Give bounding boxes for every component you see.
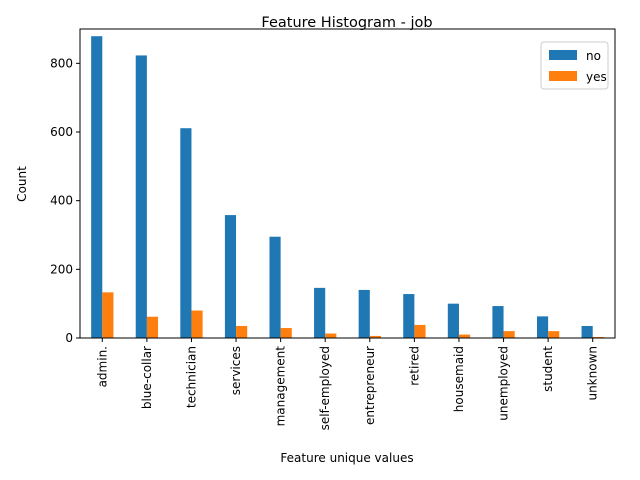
bar-yes-5	[325, 333, 337, 338]
x-tick-label-7: retired	[407, 346, 421, 386]
legend-swatch-no	[549, 50, 577, 60]
bar-yes-3	[236, 325, 248, 338]
plot-area: admin. blue-collar technician services manag…	[50, 36, 604, 430]
bar-yes-7	[414, 324, 426, 338]
bar-no-7	[403, 294, 415, 338]
x-tick-label-11: unknown	[586, 346, 600, 401]
bar-yes-0	[102, 292, 114, 338]
chart-title: Feature Histogram - job	[261, 15, 432, 31]
legend: no yes	[540, 41, 609, 90]
legend-label-yes: yes	[586, 70, 607, 84]
x-tick-label-0: admin.	[95, 346, 109, 387]
legend-swatch-yes	[549, 71, 577, 81]
bar-no-4	[269, 236, 281, 338]
x-tick-label-5: self-employed	[318, 346, 332, 430]
y-tick-label-4: 800	[50, 56, 73, 70]
y-tick-label-1: 200	[50, 262, 73, 276]
x-tick-label-4: management	[274, 346, 288, 427]
x-tick-label-10: student	[541, 346, 555, 392]
bar-yes-10	[548, 331, 560, 338]
y-tick-label-0: 0	[65, 331, 73, 345]
bar-yes-9	[503, 331, 515, 338]
bar-no-10	[536, 316, 549, 338]
x-tick-label-9: unemployed	[497, 346, 511, 421]
bar-no-8	[447, 303, 459, 338]
x-tick-label-2: technician	[184, 346, 198, 408]
y-tick-label-2: 400	[50, 194, 73, 208]
bar-no-11	[581, 325, 593, 338]
x-tick-label-6: entrepreneur	[363, 346, 377, 425]
bar-no-2	[180, 128, 192, 338]
plot-frame	[79, 28, 616, 339]
bar-yes-2	[191, 310, 203, 338]
bar-yes-6	[369, 335, 381, 338]
bar-no-3	[224, 215, 237, 338]
bar-no-1	[135, 55, 147, 338]
bar-no-9	[492, 306, 504, 338]
legend-label-no: no	[586, 49, 601, 63]
bar-yes-11	[592, 336, 604, 338]
bar-no-5	[314, 287, 326, 338]
bar-yes-1	[146, 316, 159, 338]
x-tick-label-1: blue-collar	[140, 346, 154, 409]
x-axis-label: Feature unique values	[280, 451, 413, 465]
x-tick-label-8: housemaid	[452, 346, 466, 412]
bar-no-6	[358, 289, 370, 338]
x-tick-label-3: services	[229, 346, 243, 395]
y-axis-label: Count	[15, 166, 29, 202]
bar-yes-4	[280, 328, 292, 338]
bar-no-0	[91, 36, 103, 339]
bar-yes-8	[458, 334, 471, 338]
y-tick-label-3: 600	[50, 125, 73, 139]
